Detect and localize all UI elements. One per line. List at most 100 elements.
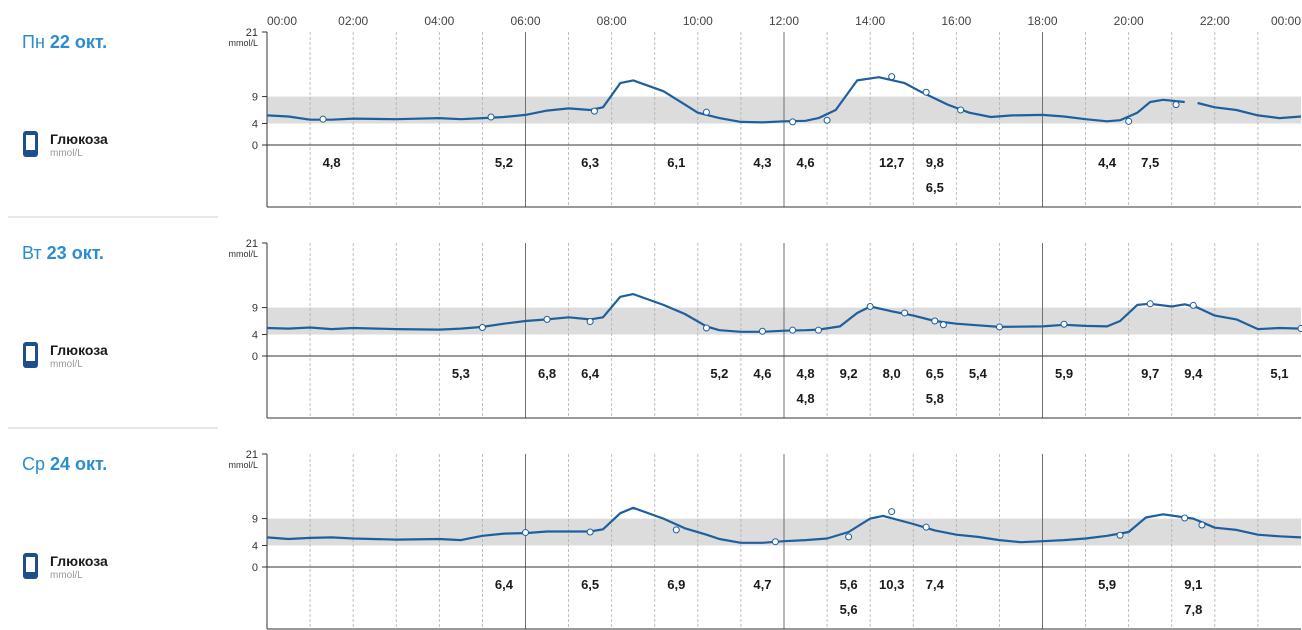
day-title: Пн 22 окт. — [22, 32, 107, 52]
reading-marker[interactable] — [1189, 301, 1197, 309]
time-label: 10:00 — [683, 14, 713, 28]
reading-marker[interactable] — [922, 88, 930, 96]
time-label: 18:00 — [1027, 14, 1057, 28]
reading-value: 9,2 — [840, 366, 858, 381]
day-date: 23 окт. — [47, 243, 104, 263]
reading-marker[interactable] — [866, 302, 874, 310]
day-weekday: Ср — [22, 454, 45, 474]
y-tick-label: 0 — [252, 562, 258, 574]
y-tick-label: 9 — [252, 303, 258, 315]
reading-value: 7,4 — [926, 577, 945, 592]
reading-marker[interactable] — [888, 73, 896, 81]
time-label: 12:00 — [769, 14, 799, 28]
reading-marker[interactable] — [1198, 521, 1206, 529]
reading-marker[interactable] — [702, 324, 710, 332]
reading-value: 6,3 — [581, 155, 599, 170]
reading-marker[interactable] — [1060, 320, 1068, 328]
day-date: 22 окт. — [50, 32, 107, 52]
reading-marker[interactable] — [758, 327, 766, 335]
reading-marker[interactable] — [845, 533, 853, 541]
reading-value: 4,8 — [797, 366, 815, 381]
day-weekday: Вт — [22, 243, 42, 263]
reading-value: 10,3 — [879, 577, 904, 592]
reading-value: 5,2 — [495, 155, 513, 170]
reading-value: 4,8 — [797, 391, 815, 406]
reading-marker[interactable] — [771, 538, 779, 546]
reading-value: 7,8 — [1184, 602, 1202, 617]
y-tick-label: 9 — [252, 92, 258, 104]
reading-marker[interactable] — [1116, 531, 1124, 539]
y-axis-unit: mmol/L — [228, 249, 258, 259]
day-title: Вт 23 окт. — [22, 243, 104, 263]
reading-marker[interactable] — [1297, 325, 1302, 333]
reading-marker[interactable] — [543, 315, 551, 323]
reading-marker[interactable] — [586, 528, 594, 536]
reading-marker[interactable] — [789, 118, 797, 126]
reading-marker[interactable] — [1181, 514, 1189, 522]
reading-marker[interactable] — [1172, 101, 1180, 109]
reading-marker[interactable] — [478, 323, 486, 331]
phone-device-icon — [23, 342, 38, 368]
reading-value: 5,9 — [1055, 366, 1073, 381]
reading-marker[interactable] — [995, 323, 1003, 331]
y-tick-label: 21 — [246, 27, 258, 39]
reading-value: 4,6 — [797, 155, 815, 170]
day-title: Ср 24 окт. — [22, 454, 107, 474]
reading-marker[interactable] — [814, 326, 822, 334]
reading-marker[interactable] — [586, 318, 594, 326]
time-label: 16:00 — [941, 14, 971, 28]
metric-unit: mmol/L — [50, 359, 83, 370]
y-tick-label: 9 — [252, 514, 258, 526]
time-label: 14:00 — [855, 14, 885, 28]
reading-marker[interactable] — [522, 529, 529, 537]
reading-marker[interactable] — [487, 113, 495, 121]
reading-marker[interactable] — [702, 108, 710, 116]
reading-value: 4,3 — [753, 155, 771, 170]
reading-marker[interactable] — [922, 523, 930, 531]
y-tick-label: 21 — [246, 238, 258, 250]
reading-marker[interactable] — [888, 508, 896, 516]
phone-device-icon — [23, 553, 38, 579]
time-label: 02:00 — [338, 14, 368, 28]
reading-value: 5,4 — [969, 366, 988, 381]
reading-marker[interactable] — [1125, 117, 1133, 125]
reading-marker[interactable] — [901, 309, 909, 317]
reading-marker[interactable] — [672, 526, 680, 534]
y-tick-label: 4 — [252, 329, 258, 341]
reading-marker[interactable] — [590, 107, 598, 115]
reading-value: 4,4 — [1098, 155, 1117, 170]
reading-value: 9,7 — [1141, 366, 1159, 381]
reading-marker[interactable] — [319, 115, 327, 123]
reading-value: 6,4 — [495, 577, 514, 592]
reading-value: 5,1 — [1270, 366, 1288, 381]
reading-marker[interactable] — [1146, 300, 1154, 308]
reading-value: 5,2 — [710, 366, 728, 381]
reading-marker[interactable] — [939, 321, 947, 329]
glucose-line — [266, 76, 1185, 124]
reading-value: 5,8 — [926, 391, 944, 406]
reading-marker[interactable] — [957, 106, 965, 114]
reading-marker[interactable] — [931, 317, 939, 325]
y-tick-label: 4 — [252, 118, 258, 130]
phone-screen — [26, 346, 35, 361]
reading-value: 5,6 — [840, 602, 858, 617]
y-tick-label: 4 — [252, 540, 258, 552]
day-weekday: Пн — [22, 32, 45, 52]
reading-value: 9,8 — [926, 155, 944, 170]
y-tick-label: 0 — [252, 140, 258, 152]
reading-marker[interactable] — [789, 326, 797, 334]
reading-value: 4,7 — [753, 577, 771, 592]
reading-value: 6,5 — [926, 180, 944, 195]
glucose-line — [266, 506, 1302, 544]
reading-value: 12,7 — [879, 155, 904, 170]
time-label: 00:00 — [267, 14, 297, 28]
day-date: 24 окт. — [50, 454, 107, 474]
y-tick-label: 0 — [252, 351, 258, 363]
time-label: 04:00 — [424, 14, 454, 28]
reading-marker[interactable] — [823, 116, 831, 124]
reading-value: 6,9 — [667, 577, 685, 592]
